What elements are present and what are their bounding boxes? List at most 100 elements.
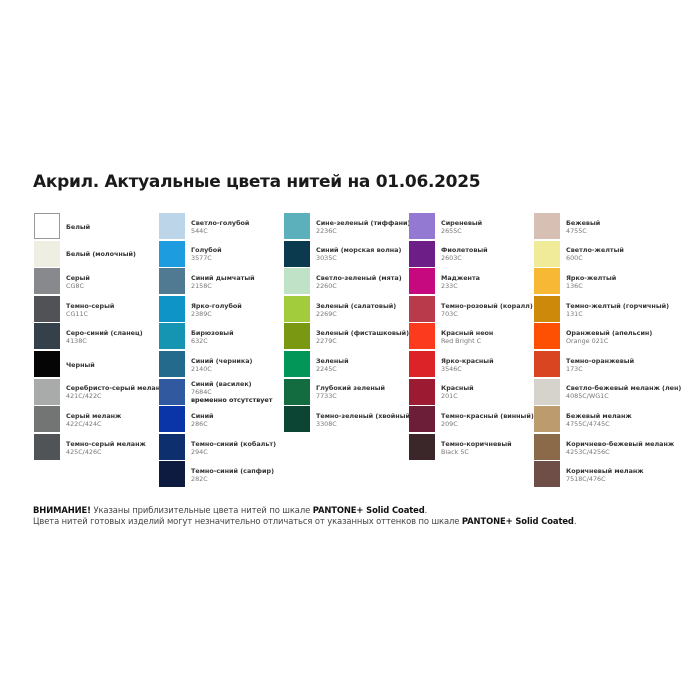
- pantone-code: 7684C: [191, 388, 212, 397]
- pantone-code: 2389C: [191, 309, 212, 318]
- color-name: Оранжевый (апельсин): [566, 329, 653, 338]
- color-name: Коричневый меланж: [566, 467, 644, 476]
- color-item: Темно-коричневый Black 5C: [409, 433, 534, 462]
- color-name: Серебристо-серый меланж: [66, 384, 167, 393]
- color-item: Красный 201C: [409, 378, 534, 407]
- footer-note: Цвета нитей готовых изделий могут незнач…: [33, 516, 576, 526]
- color-item: Бирюзовый 632C: [159, 323, 284, 351]
- color-label: Синий 286C: [191, 412, 214, 428]
- color-name: Синий (василек): [191, 380, 252, 389]
- color-swatch: [534, 323, 560, 350]
- color-swatch: [409, 268, 435, 295]
- footer-warning: ВНИМАНИЕ! Указаны приблизительные цвета …: [33, 505, 427, 515]
- color-swatch: [34, 268, 60, 295]
- color-item: Бежевый 4755C: [534, 213, 659, 241]
- color-swatch: [159, 295, 185, 322]
- color-item: Светло-бежевый меланж (лен) 4085C/WG1C: [534, 378, 681, 407]
- color-swatch: [34, 350, 60, 377]
- color-label: Сине-зеленый (тиффани) 2236C: [316, 219, 410, 235]
- color-item: Сиреневый 2655C: [409, 213, 534, 241]
- color-swatch: [34, 433, 60, 460]
- pantone-code: 425C/426C: [66, 447, 102, 456]
- color-name: Ярко-красный: [441, 356, 494, 365]
- color-swatch: [534, 268, 560, 295]
- pantone-code: 544C: [191, 226, 208, 235]
- color-label: Белый: [66, 223, 90, 231]
- color-label: Серый меланж 422C/424C: [66, 412, 121, 428]
- color-name: Зеленый: [316, 356, 349, 365]
- color-swatch: [159, 240, 185, 267]
- pantone-code: 600C: [566, 254, 583, 263]
- color-swatch: [534, 213, 560, 239]
- color-label: Зеленый (салатовый) 2269C: [316, 302, 396, 318]
- pantone-code: 2140C: [191, 364, 212, 373]
- pantone-code: 2260C: [316, 281, 337, 290]
- color-label: Темно-зеленый (хвойный) 3308C: [316, 412, 413, 428]
- color-name: Ярко-голубой: [191, 301, 242, 310]
- color-name: Темно-оранжевый: [566, 356, 635, 365]
- color-label: Синий (василек) 7684C временно отсутствует: [191, 380, 272, 404]
- color-label: Темно-синий (сапфир) 282C: [191, 467, 274, 483]
- pantone-code: 2279C: [316, 337, 337, 346]
- pantone-code: 3577C: [191, 254, 212, 263]
- color-swatch: [534, 406, 560, 433]
- color-label: Темно-розовый (коралл) 703C: [441, 302, 533, 318]
- color-swatch: [34, 323, 60, 350]
- color-name: Светло-бежевый меланж (лен): [566, 384, 682, 393]
- color-label: Светло-бежевый меланж (лен) 4085C/WG1C: [566, 384, 681, 400]
- pantone-code: 233C: [441, 281, 458, 290]
- color-item: Зеленый (салатовый) 2269C: [284, 295, 409, 324]
- color-swatch: [34, 295, 60, 322]
- color-swatch: [159, 268, 185, 295]
- color-swatch: [284, 406, 310, 433]
- color-name: Темно-серый меланж: [66, 439, 146, 448]
- color-label: Серый CG8C: [66, 274, 90, 290]
- pantone-code: 4253C/4256C: [566, 447, 610, 456]
- color-item: Серебристо-серый меланж 421C/422C: [34, 378, 167, 407]
- pantone-brand: PANTONE+ Solid Coated: [312, 505, 425, 515]
- color-item: Светло-зеленый (мята) 2260C: [284, 268, 409, 296]
- color-name: Темно-красный (винный): [441, 411, 534, 420]
- color-name: Светло-зеленый (мята): [316, 273, 402, 282]
- color-item: Черный: [34, 350, 159, 379]
- color-label: Коричнево-бежевый меланж 4253C/4256C: [566, 440, 674, 456]
- color-name: Синий (черника): [191, 356, 253, 365]
- color-name: Бирюзовый: [191, 329, 234, 338]
- color-label: Темно-желтый (горчичный) 131C: [566, 302, 669, 318]
- color-swatch: [159, 323, 185, 350]
- color-item: Коричневый меланж 7518C/476C: [534, 461, 659, 489]
- color-label: Ярко-желтый 136C: [566, 274, 616, 290]
- pantone-code: 4755C/4745C: [566, 419, 610, 428]
- color-name: Темно-синий (кобальт): [191, 439, 277, 448]
- color-name: Глубокий зеленый: [316, 384, 386, 393]
- color-name: Зеленый (фисташковый): [316, 329, 410, 338]
- pantone-code: 2603C: [441, 254, 462, 263]
- color-name: Сиреневый: [441, 218, 483, 227]
- color-label: Темно-коричневый Black 5C: [441, 440, 512, 456]
- color-label: Сиреневый 2655C: [441, 219, 482, 235]
- color-label: Светло-голубой 544C: [191, 219, 249, 235]
- color-item: Голубой 3577C: [159, 240, 284, 269]
- pantone-code: 2158C: [191, 281, 212, 290]
- pantone-code: 282C: [191, 475, 208, 484]
- color-name: Бежевый меланж: [566, 411, 632, 420]
- pantone-code: 131C: [566, 309, 583, 318]
- color-swatch: [159, 350, 185, 377]
- color-label: Ярко-красный 3546C: [441, 357, 494, 373]
- color-item: Ярко-желтый 136C: [534, 268, 659, 296]
- color-swatch: [34, 378, 60, 405]
- color-swatch: [159, 378, 185, 405]
- availability-note: временно отсутствует: [191, 396, 273, 405]
- color-label: Светло-желтый 600C: [566, 246, 624, 262]
- color-item: Фиолетовый 2603C: [409, 240, 534, 269]
- color-swatch: [409, 350, 435, 377]
- pantone-code: 201C: [441, 392, 458, 401]
- color-item: Темно-серый CG11C: [34, 295, 159, 324]
- pantone-code: 7733C: [316, 392, 337, 401]
- color-swatch: [409, 295, 435, 322]
- color-swatch: [159, 213, 185, 239]
- color-label: Синий (черника) 2140C: [191, 357, 252, 373]
- color-swatch: [534, 433, 560, 460]
- color-name: Серый: [66, 273, 90, 282]
- pantone-code: 3308C: [316, 419, 337, 428]
